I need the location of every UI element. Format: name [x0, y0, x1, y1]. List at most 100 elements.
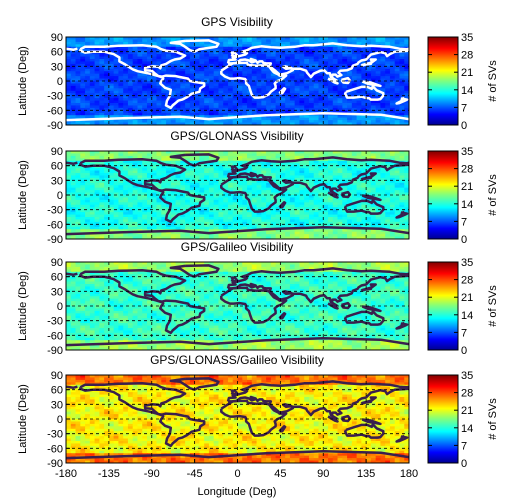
heatmap-cell: [199, 107, 205, 111]
heatmap-cell: [389, 226, 396, 230]
heatmap-cell: [170, 153, 177, 157]
heatmap-cell: [370, 192, 377, 196]
heatmap-cell: [332, 51, 339, 55]
heatmap-cell: [146, 78, 153, 82]
heatmap-cell: [89, 68, 96, 72]
heatmap-cell: [313, 204, 320, 208]
heatmap-cell: [242, 105, 248, 109]
heatmap-cell: [80, 54, 86, 58]
heatmap-cell: [256, 54, 262, 58]
heatmap-cell: [266, 39, 272, 43]
heatmap-cell: [318, 78, 324, 82]
heatmap-cell: [370, 209, 377, 213]
heatmap-cell: [223, 207, 229, 211]
heatmap-cell: [161, 219, 167, 223]
heatmap-cell: [270, 49, 277, 53]
heatmap-cell: [75, 170, 81, 174]
heatmap-cell: [332, 209, 339, 213]
heatmap-cell: [199, 49, 205, 53]
heatmap-cell: [66, 90, 72, 94]
heatmap-cell: [289, 39, 296, 43]
heatmap-cell: [123, 170, 129, 174]
heatmap-cell: [351, 185, 358, 189]
heatmap-cell: [275, 103, 281, 107]
heatmap-cell: [146, 100, 153, 104]
heatmap-cell: [304, 199, 310, 203]
heatmap-cell: [132, 163, 139, 167]
heatmap-cell: [299, 93, 305, 97]
heatmap-cell: [118, 209, 124, 213]
heatmap-cell: [213, 51, 220, 55]
heatmap-cell: [294, 185, 301, 189]
heatmap-cell: [156, 63, 162, 67]
heatmap-cell: [66, 175, 72, 179]
heatmap-cell: [275, 217, 281, 221]
heatmap-cell: [204, 54, 210, 58]
heatmap-cell: [323, 212, 329, 216]
heatmap-cell: [199, 158, 205, 162]
heatmap-cell: [318, 51, 324, 55]
heatmap-cell: [389, 37, 396, 41]
heatmap-cell: [323, 180, 329, 184]
heatmap-cell: [313, 95, 320, 99]
heatmap-cell: [161, 83, 167, 87]
heatmap-cell: [237, 209, 243, 213]
heatmap-cell: [385, 110, 391, 114]
heatmap-cell: [242, 226, 248, 230]
heatmap-cell: [242, 221, 248, 225]
heatmap-cell: [275, 207, 281, 211]
heatmap-cell: [175, 158, 181, 162]
heatmap-cell: [232, 155, 239, 159]
heatmap-cell: [146, 151, 153, 155]
heatmap-cell: [304, 190, 310, 194]
heatmap-cell: [118, 51, 124, 55]
heatmap-cell: [332, 199, 339, 203]
heatmap-cell: [361, 160, 367, 164]
heatmap-cell: [127, 110, 134, 114]
heatmap-cell: [404, 120, 409, 124]
heatmap-cell: [208, 85, 215, 89]
heatmap-cell: [232, 185, 239, 189]
heatmap-cell: [370, 110, 377, 114]
heatmap-cell: [308, 105, 315, 109]
heatmap-cell: [204, 229, 210, 233]
heatmap-cell: [218, 39, 224, 43]
heatmap-cell: [218, 56, 224, 60]
heatmap-cell: [146, 219, 153, 223]
heatmap-cell: [399, 39, 405, 43]
heatmap-cell: [166, 214, 172, 218]
heatmap-cell: [170, 98, 177, 102]
heatmap-cell: [113, 51, 120, 55]
heatmap-cell: [389, 81, 396, 85]
heatmap-cell: [189, 199, 196, 203]
heatmap-cell: [299, 160, 305, 164]
heatmap-cell: [70, 182, 77, 186]
heatmap-cell: [108, 170, 115, 174]
heatmap-cell: [394, 221, 401, 225]
heatmap-cell: [227, 153, 234, 157]
heatmap-cell: [70, 224, 77, 228]
heatmap-cell: [132, 192, 139, 196]
heatmap-cell: [332, 46, 339, 50]
heatmap-cell: [351, 37, 358, 41]
heatmap-cell: [80, 110, 86, 114]
heatmap-cell: [247, 180, 253, 184]
heatmap-cell: [247, 66, 253, 70]
heatmap-cell: [123, 190, 129, 194]
heatmap-cell: [199, 229, 205, 233]
heatmap-cell: [113, 214, 120, 218]
heatmap-cell: [189, 217, 196, 221]
heatmap-cell: [308, 163, 315, 167]
heatmap-cell: [94, 177, 100, 181]
heatmap-cell: [313, 217, 320, 221]
heatmap-cell: [185, 107, 191, 111]
heatmap-cell: [294, 155, 301, 159]
heatmap-cell: [213, 56, 220, 60]
heatmap-cell: [194, 165, 200, 169]
heatmap-cell: [89, 195, 96, 199]
heatmap-cell: [113, 73, 120, 77]
heatmap-cell: [208, 37, 215, 41]
heatmap-cell: [394, 209, 401, 213]
heatmap-cell: [237, 39, 243, 43]
heatmap-cell: [270, 187, 277, 191]
